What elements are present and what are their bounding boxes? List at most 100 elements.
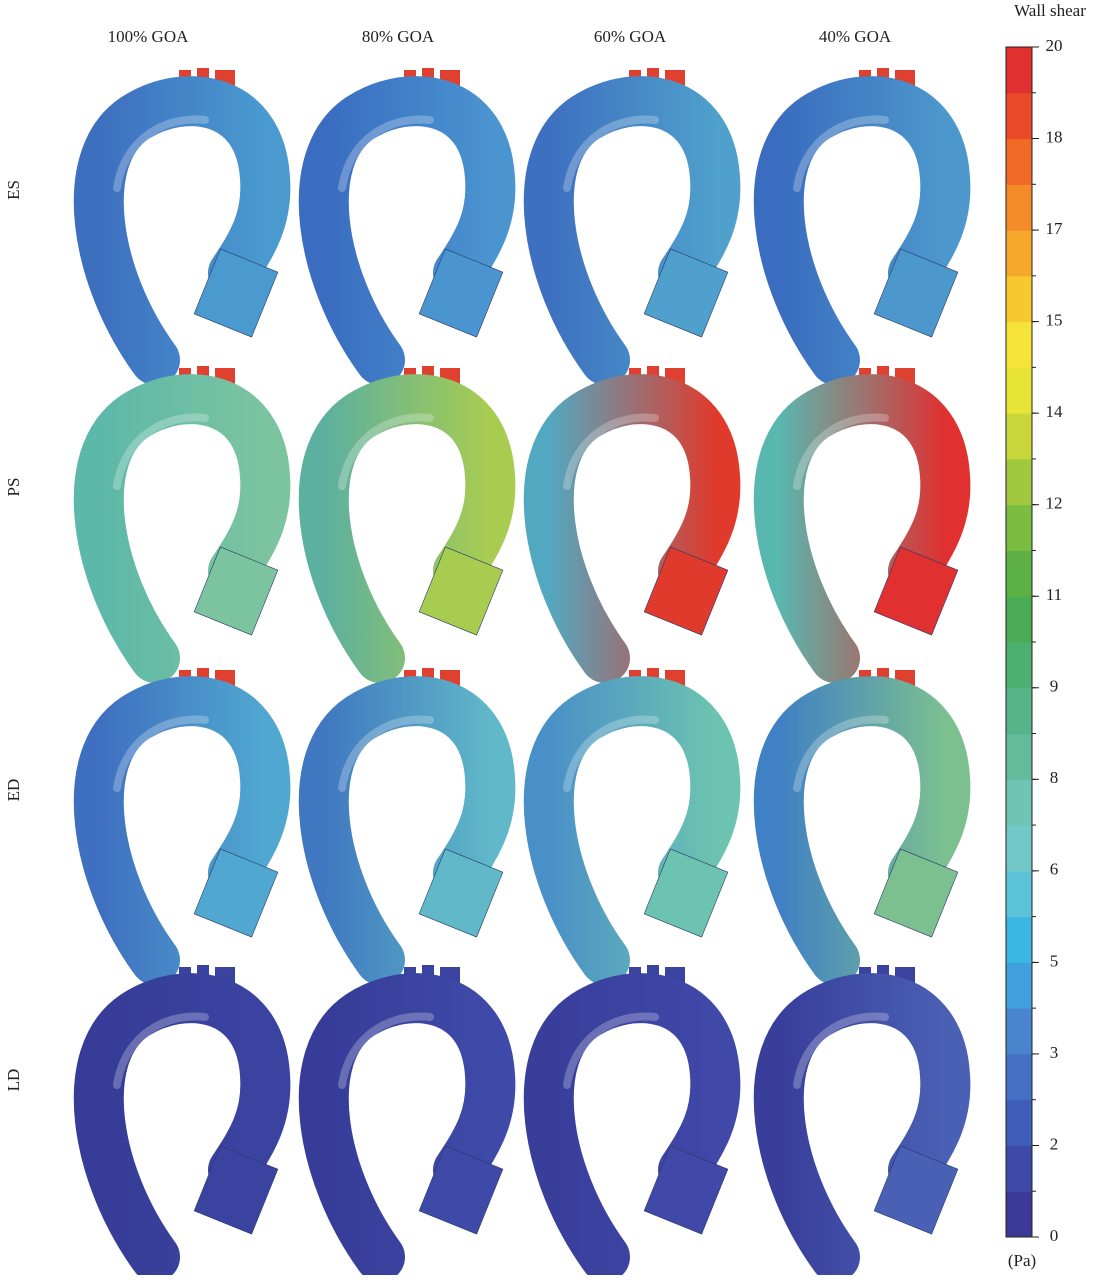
aorta-render	[523, 68, 741, 385]
colorbar-band	[1006, 870, 1032, 918]
colorbar-tick-label: 3	[1050, 1043, 1059, 1062]
aorta-root	[643, 1145, 729, 1235]
column-header: 40% GOA	[819, 27, 892, 46]
colorbar-band	[1006, 1008, 1032, 1055]
aorta-render	[298, 965, 516, 1280]
aorta-root	[873, 1145, 959, 1235]
aorta-root	[873, 546, 959, 636]
aorta	[753, 973, 971, 1280]
colorbar-band	[1006, 1145, 1032, 1192]
colorbar-title: Wall shear	[1014, 1, 1086, 20]
aorta-render	[73, 68, 291, 385]
aorta-root	[193, 546, 279, 636]
column-header: 100% GOA	[108, 27, 189, 46]
colorbar-tick-label: 20	[1046, 36, 1063, 55]
aorta	[73, 973, 291, 1280]
highlight	[113, 413, 209, 490]
highlight	[793, 1012, 889, 1089]
aorta-root	[643, 546, 729, 636]
colorbar-band	[1006, 642, 1032, 689]
colorbar-tick-label: 11	[1046, 585, 1062, 604]
aorta-render	[73, 965, 291, 1280]
colorbar-tick-label: 12	[1046, 494, 1063, 513]
aorta	[73, 76, 291, 385]
aorta-render	[753, 68, 971, 385]
highlight	[793, 413, 889, 490]
colorbar-band	[1006, 47, 1032, 94]
aorta	[73, 676, 291, 985]
aorta	[298, 374, 516, 683]
aorta-render	[753, 366, 971, 683]
colorbar-band	[1006, 733, 1032, 780]
colorbar-band	[1006, 962, 1032, 1009]
highlight	[793, 715, 889, 792]
colorbar-band	[1006, 687, 1032, 735]
colorbar-tick-label: 2	[1050, 1134, 1059, 1153]
colorbar-band	[1006, 230, 1032, 277]
highlight	[563, 413, 659, 490]
aorta-root	[193, 1145, 279, 1235]
aorta-render	[753, 965, 971, 1280]
colorbar-band	[1006, 275, 1032, 323]
highlight	[113, 115, 209, 192]
colorbar-tick-label: 14	[1046, 402, 1064, 421]
aorta	[753, 76, 971, 385]
aorta-root	[193, 248, 279, 338]
aorta-render	[298, 68, 516, 385]
aorta-render	[523, 668, 741, 985]
colorbar-band	[1006, 550, 1032, 597]
aorta-root	[873, 848, 959, 938]
colorbar-band	[1006, 916, 1032, 963]
aorta-render	[73, 366, 291, 683]
aorta-root	[418, 848, 504, 938]
aorta-render	[73, 668, 291, 985]
highlight	[338, 413, 434, 490]
colorbar-unit: (Pa)	[1008, 1251, 1036, 1270]
highlight	[563, 115, 659, 192]
highlight	[563, 715, 659, 792]
colorbar-band	[1006, 413, 1032, 460]
aorta	[523, 973, 741, 1280]
highlight	[338, 115, 434, 192]
colorbar-band	[1006, 92, 1032, 140]
row-label: ES	[4, 180, 23, 200]
colorbar-band	[1006, 458, 1032, 506]
colorbar-band	[1006, 779, 1032, 826]
aorta	[523, 76, 741, 385]
row-label: LD	[4, 1069, 23, 1092]
aorta-render	[523, 366, 741, 683]
highlight	[563, 1012, 659, 1089]
colorbar-tick-label: 9	[1050, 677, 1059, 696]
aorta-root	[418, 1145, 504, 1235]
colorbar-band	[1006, 138, 1032, 185]
colorbar-tick-label: 0	[1050, 1226, 1059, 1245]
aorta	[298, 76, 516, 385]
colorbar-frame	[1005, 46, 1033, 1238]
highlight	[338, 1012, 434, 1089]
colorbar-band	[1006, 596, 1032, 643]
aorta-render	[753, 668, 971, 985]
aorta-root	[193, 848, 279, 938]
colorbar-band	[1006, 1053, 1032, 1101]
aorta	[73, 374, 291, 683]
aorta-root	[643, 248, 729, 338]
aorta	[523, 676, 741, 985]
column-header: 60% GOA	[594, 27, 667, 46]
colorbar-tick-label: 18	[1046, 127, 1063, 146]
aorta	[523, 374, 741, 683]
colorbar-band	[1006, 1191, 1032, 1238]
colorbar-band	[1006, 367, 1032, 414]
aorta	[298, 973, 516, 1280]
highlight	[113, 715, 209, 792]
aorta-root	[643, 848, 729, 938]
aorta-root	[418, 248, 504, 338]
colorbar-band	[1006, 184, 1032, 231]
colorbar-band	[1006, 825, 1032, 872]
highlight	[793, 115, 889, 192]
aorta-render	[523, 965, 741, 1280]
aorta-root	[873, 248, 959, 338]
colorbar-tick-label: 8	[1050, 768, 1059, 787]
colorbar-band	[1006, 321, 1032, 368]
row-label: ED	[4, 779, 23, 802]
